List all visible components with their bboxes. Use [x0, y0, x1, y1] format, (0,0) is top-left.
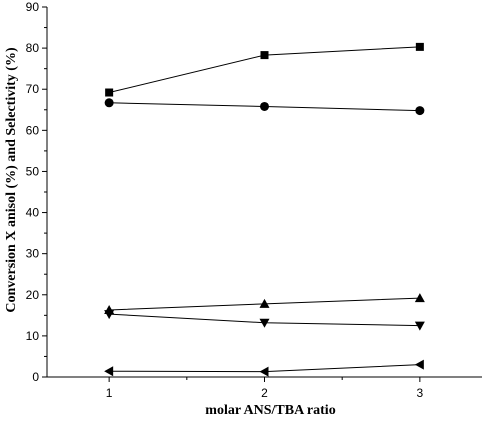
- series-triangle-up: [104, 293, 425, 314]
- series-triangle-down: [104, 310, 425, 331]
- y-axis-title: Conversion X anisol (%) and Selectivity …: [4, 47, 19, 313]
- y-tick-label: 70: [26, 82, 40, 96]
- point-triangle-left: [104, 366, 114, 377]
- series-triangle-left: [104, 359, 424, 377]
- point-triangle-left: [414, 359, 424, 370]
- point-square: [105, 88, 114, 97]
- series-circle: [104, 98, 425, 116]
- point-circle: [260, 101, 269, 111]
- y-tick-label: 80: [26, 41, 40, 55]
- point-triangle-down: [104, 310, 115, 320]
- point-triangle-up: [414, 293, 425, 303]
- point-square: [415, 42, 424, 51]
- y-tick-label: 20: [26, 288, 40, 302]
- y-ticks: 0 10 20 30 40 50 60 70 80 90: [26, 0, 47, 384]
- point-square: [260, 51, 269, 60]
- y-tick-label: 0: [32, 370, 39, 384]
- x-ticks: 1 2 3: [106, 377, 424, 400]
- point-circle: [104, 98, 114, 108]
- y-tick-label: 10: [26, 329, 40, 343]
- point-triangle-up: [259, 298, 270, 308]
- point-triangle-down: [414, 321, 425, 331]
- y-tick-label: 60: [26, 123, 40, 137]
- x-tick-label: 2: [261, 386, 268, 400]
- y-tick-label: 40: [26, 206, 40, 220]
- point-circle: [415, 106, 425, 116]
- series-square: [105, 42, 424, 97]
- y-tick-label: 50: [26, 164, 40, 178]
- x-tick-label: 3: [417, 386, 424, 400]
- series-group: [104, 42, 425, 377]
- y-tick-label: 90: [26, 0, 40, 14]
- x-tick-label: 1: [106, 386, 113, 400]
- y-tick-label: 30: [26, 247, 40, 261]
- x-axis-title: molar ANS/TBA ratio: [205, 403, 335, 418]
- point-triangle-down: [259, 318, 270, 328]
- point-triangle-left: [259, 366, 269, 377]
